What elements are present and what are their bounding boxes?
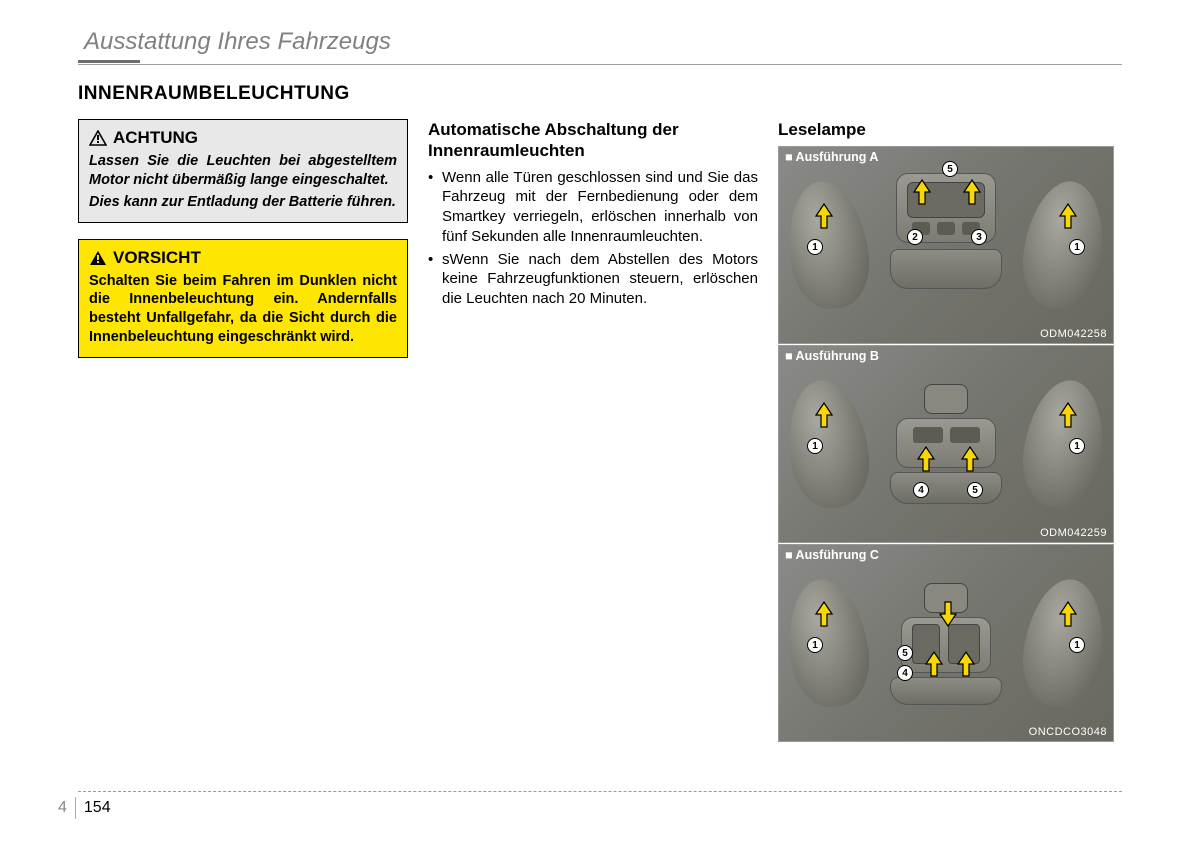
warning-solid-icon	[89, 250, 107, 266]
column-right: Leselampe ■ Ausführung A 1 1 5 2 3 ODM04…	[778, 119, 1114, 743]
vorsicht-box: VORSICHT Schalten Sie beim Fahren im Dun…	[78, 239, 408, 358]
diagram-a-code: ODM042258	[1040, 328, 1107, 340]
diagram-b-sunroof-button	[924, 384, 968, 414]
vorsicht-title-row: VORSICHT	[89, 248, 397, 268]
diagram-c-label: ■ Ausführung C	[785, 548, 879, 562]
diagram-b-code: ODM042259	[1040, 527, 1107, 539]
diagram-b-tray	[890, 472, 1002, 504]
diagram-variant-b: ■ Ausführung B 1 1 4 5 ODM042259	[778, 345, 1114, 543]
diagram-c-panel-right	[1016, 574, 1111, 712]
diagram-a-panel-right	[1016, 176, 1111, 314]
footer-chapter: 4	[58, 799, 67, 817]
footer-separator	[75, 797, 76, 819]
diagram-a-label: ■ Ausführung A	[785, 150, 878, 164]
diagram-b-button-row	[909, 427, 983, 445]
achtung-title: ACHTUNG	[113, 128, 198, 148]
leselampe-heading: Leselampe	[778, 119, 1114, 140]
diagram-variant-a: ■ Ausführung A 1 1 5 2 3 ODM042258	[778, 146, 1114, 344]
warning-icon	[89, 130, 107, 146]
diagram-b-panel-right	[1016, 375, 1111, 513]
diagram-a-tray	[890, 249, 1002, 289]
diagram-a-panel-left	[780, 176, 875, 314]
diagram-c-console	[888, 571, 1004, 707]
achtung-para2: Dies kann zur Entladung der Batterie füh…	[89, 193, 397, 212]
vorsicht-body: Schalten Sie beim Fahren im Dunklen nich…	[89, 272, 397, 347]
title-rule-thick	[78, 60, 140, 63]
auto-off-bullet-2: sWenn Sie nach dem Abstellen des Motors …	[428, 250, 758, 309]
footer-dashed-line	[78, 791, 1122, 792]
diagram-b-console	[888, 372, 1004, 508]
vorsicht-title: VORSICHT	[113, 248, 201, 268]
achtung-para1: Lassen Sie die Leuchten bei abgestelltem…	[89, 152, 397, 190]
diagram-a-console	[888, 173, 1004, 309]
auto-off-list: Wenn alle Türen geschlossen sind und Sie…	[428, 168, 758, 310]
auto-off-bullet-1: Wenn alle Türen geschlossen sind und Sie…	[428, 168, 758, 247]
column-middle: Automatische Abschaltung der Innenraumle…	[428, 119, 758, 743]
achtung-box: ACHTUNG Lassen Sie die Leuchten bei abge…	[78, 119, 408, 223]
footer-page: 154	[84, 799, 111, 817]
diagram-c-code: ONCDCO3048	[1029, 726, 1107, 738]
diagram-b-panel-left	[780, 375, 875, 513]
diagram-c-panel-left	[780, 574, 875, 712]
diagram-b-label: ■ Ausführung B	[785, 349, 879, 363]
diagram-b-console-top	[896, 418, 996, 468]
auto-off-heading: Automatische Abschaltung der Innenraumle…	[428, 119, 758, 162]
achtung-title-row: ACHTUNG	[89, 128, 397, 148]
page-footer: 4 154	[0, 791, 1200, 821]
column-left: ACHTUNG Lassen Sie die Leuchten bei abge…	[78, 119, 408, 743]
footer-page-number: 4 154	[58, 797, 111, 819]
section-heading: INNENRAUMBELEUCHTUNG	[78, 83, 1122, 105]
diagram-c-tray	[890, 677, 1002, 705]
title-rule-thin	[78, 64, 1122, 65]
chapter-title: Ausstattung Ihres Fahrzeugs	[84, 28, 1122, 56]
content-columns: ACHTUNG Lassen Sie die Leuchten bei abge…	[78, 119, 1122, 743]
diagram-variant-c: ■ Ausführung C 1 1 5 4 ONCDCO3048	[778, 544, 1114, 742]
